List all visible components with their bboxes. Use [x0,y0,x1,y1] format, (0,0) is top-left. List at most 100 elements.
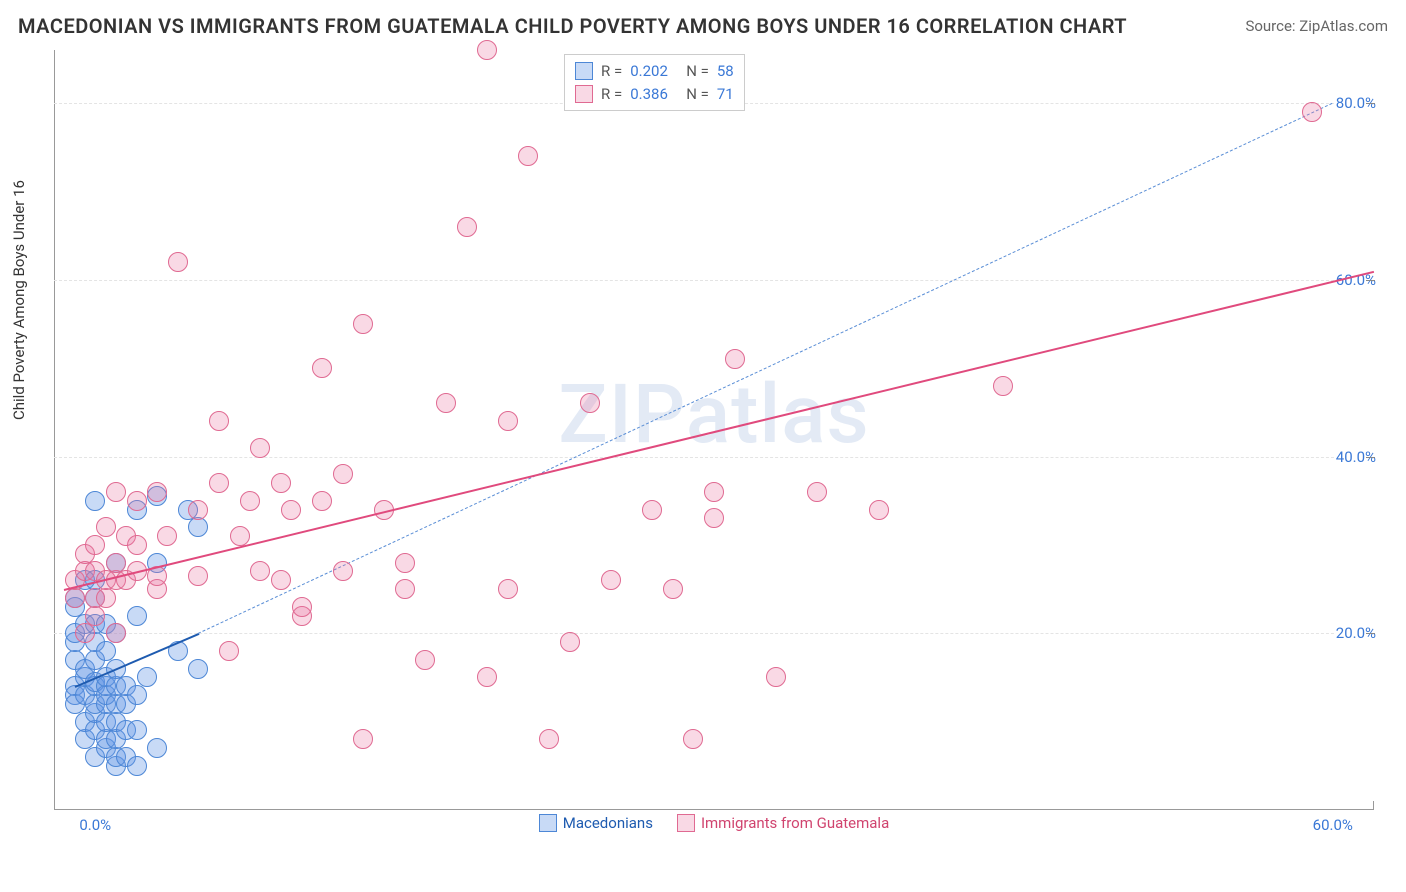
data-point [188,659,208,679]
trend-line [64,271,1374,591]
data-point [127,535,147,555]
r-value: 0.202 [630,60,678,83]
legend-swatch [539,814,557,832]
legend-item: Macedonians [539,814,653,832]
data-point [281,500,301,520]
data-point [477,40,497,60]
scatter-plot-area: ZIPatlas 20.0%40.0%60.0%80.0%0.0%60.0%R … [54,50,1374,810]
data-point [498,411,518,431]
legend-row: R = 0.202 N = 58 [575,60,734,83]
y-tick-mark [1366,103,1375,104]
data-point [292,597,312,617]
data-point [601,570,621,590]
data-point [333,561,353,581]
data-point [807,482,827,502]
y-tick-mark [1366,457,1375,458]
y-axis-label: Child Poverty Among Boys Under 16 [10,180,28,420]
data-point [85,535,105,555]
data-point [312,491,332,511]
data-point [663,579,683,599]
data-point [209,473,229,493]
data-point [230,526,250,546]
data-point [560,632,580,652]
data-point [75,623,95,643]
data-point [250,438,270,458]
data-point [65,588,85,608]
n-value: 58 [717,60,734,83]
r-value: 0.386 [630,83,678,106]
data-point [725,349,745,369]
data-point [209,411,229,431]
data-point [147,738,167,758]
data-point [312,358,332,378]
data-point [869,500,889,520]
data-point [457,217,477,237]
n-label: N = [686,60,709,83]
data-point [127,606,147,626]
data-point [127,685,147,705]
data-point [395,579,415,599]
legend-text: Immigrants from Guatemala [701,814,889,832]
data-point [106,482,126,502]
data-point [353,729,373,749]
legend-item: Immigrants from Guatemala [677,814,889,832]
source-link[interactable]: ZipAtlas.com [1299,17,1388,35]
data-point [477,667,497,687]
data-point [539,729,559,749]
data-point [219,641,239,661]
data-point [518,146,538,166]
y-axis-line [54,50,55,810]
data-point [436,393,456,413]
data-point [147,482,167,502]
data-point [168,252,188,272]
r-label: R = [601,60,622,83]
n-value: 71 [717,83,734,106]
legend-text: Macedonians [563,814,653,832]
legend-swatch [677,814,695,832]
source-attribution: Source: ZipAtlas.com [1245,17,1388,35]
data-point [683,729,703,749]
data-point [157,526,177,546]
y-tick-mark [1366,280,1375,281]
data-point [188,517,208,537]
y-tick-mark [1366,633,1375,634]
data-point [85,491,105,511]
n-label: N = [686,83,709,106]
chart-title: MACEDONIAN VS IMMIGRANTS FROM GUATEMALA … [18,14,1127,38]
data-point [137,667,157,687]
right-edge-tick [1373,801,1374,810]
data-point [250,561,270,581]
data-point [395,553,415,573]
data-point [580,393,600,413]
data-point [85,606,105,626]
data-point [704,508,724,528]
legend-row: R = 0.386 N = 71 [575,83,734,106]
trend-line [198,103,1333,634]
legend-swatch [575,85,593,103]
correlation-legend: R = 0.202 N = 58 R = 0.386 N = 71 [564,54,745,111]
data-point [704,482,724,502]
data-point [127,491,147,511]
data-point [240,491,260,511]
data-point [1302,102,1322,122]
data-point [127,720,147,740]
data-point [271,570,291,590]
data-point [127,756,147,776]
data-point [993,376,1013,396]
gridline [54,280,1374,281]
gridline [54,457,1374,458]
gridline [54,633,1374,634]
data-point [96,517,116,537]
data-point [96,588,116,608]
series-legend: Macedonians Immigrants from Guatemala [54,814,1374,836]
watermark: ZIPatlas [558,367,869,463]
data-point [333,464,353,484]
data-point [188,566,208,586]
data-point [642,500,662,520]
data-point [106,623,126,643]
x-axis-line [54,809,1374,810]
data-point [766,667,786,687]
data-point [498,579,518,599]
data-point [271,473,291,493]
r-label: R = [601,83,622,106]
